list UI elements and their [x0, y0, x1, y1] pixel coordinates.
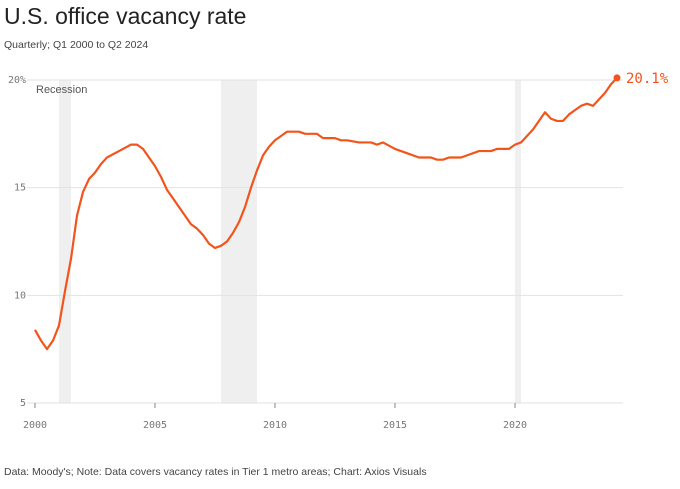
y-tick-label: 5 [20, 398, 26, 409]
x-tick-label: 2020 [503, 420, 527, 431]
chart-title: U.S. office vacancy rate [4, 3, 246, 29]
x-tick-label: 2005 [143, 420, 167, 431]
recession-label: Recession [36, 84, 87, 96]
end-label: 20.1% [626, 71, 669, 87]
y-tick-label: 15 [14, 183, 26, 194]
x-tick-label: 2000 [23, 420, 47, 431]
y-tick-label: 20% [8, 75, 26, 86]
y-tick-label: 10 [14, 290, 26, 301]
end-point [613, 74, 621, 82]
data-line [34, 77, 618, 351]
x-tick-label: 2010 [263, 420, 287, 431]
x-tick-label: 2015 [383, 420, 407, 431]
recession-band [515, 80, 521, 403]
chart-footer: Data: Moody's; Note: Data covers vacancy… [4, 466, 427, 478]
chart-subtitle: Quarterly; Q1 2000 to Q2 2024 [4, 39, 148, 51]
recession-band [59, 80, 71, 403]
